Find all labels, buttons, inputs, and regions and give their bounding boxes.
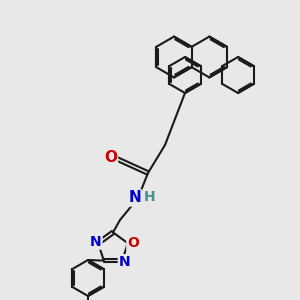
Text: N: N [119, 255, 130, 269]
Text: N: N [90, 235, 102, 249]
Text: O: O [104, 151, 117, 166]
Text: H: H [144, 190, 155, 204]
Text: N: N [129, 190, 141, 206]
Text: O: O [127, 236, 139, 250]
